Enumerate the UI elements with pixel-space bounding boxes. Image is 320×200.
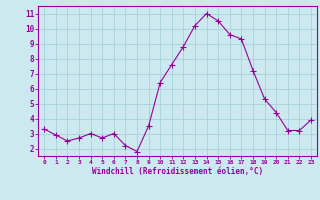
X-axis label: Windchill (Refroidissement éolien,°C): Windchill (Refroidissement éolien,°C) — [92, 167, 263, 176]
